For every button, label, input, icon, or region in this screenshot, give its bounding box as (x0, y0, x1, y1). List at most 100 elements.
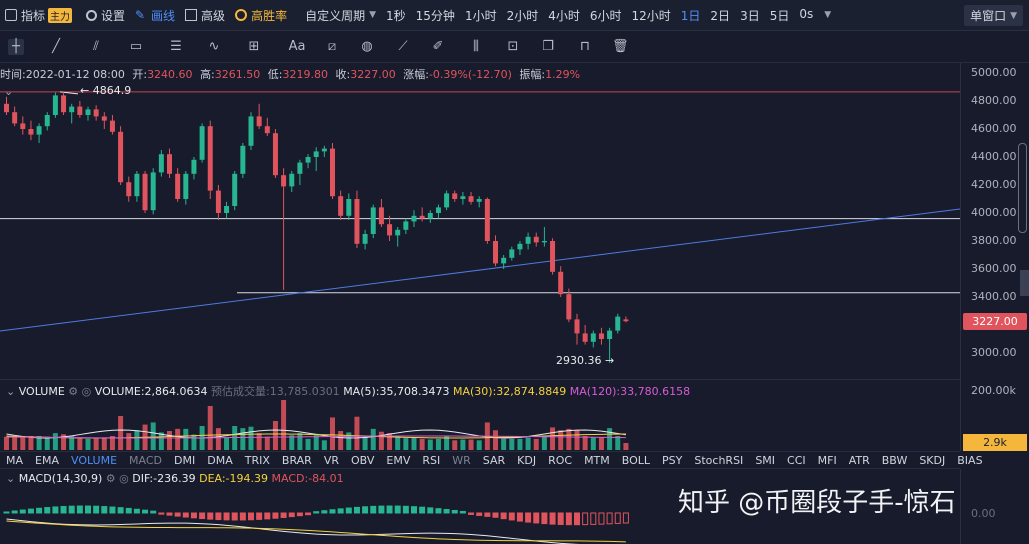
candle-body-10 (85, 109, 91, 115)
volume-pane[interactable]: ⌄ VOLUME ⚙ ◎ VOLUME:2,864.0634 预估成交量:13,… (0, 379, 960, 451)
volume-tag: 2.9k (963, 434, 1027, 451)
rectangle-icon[interactable]: ▭ (129, 39, 143, 54)
indicator-tab-dma[interactable]: DMA (207, 453, 233, 467)
collapse-side-icon[interactable] (1020, 270, 1029, 296)
macd-bar-39 (321, 510, 328, 514)
wave-icon[interactable]: ∿ (208, 39, 220, 54)
macd-hide-icon[interactable]: ◎ (119, 472, 133, 485)
period-3[interactable]: 2小时 (506, 8, 539, 23)
trash-icon[interactable]: 🗑 (612, 39, 629, 54)
drawing-toolbar: ┼ ╱ ⫽ ▭ ☰ ∿ ⊞ Aa ⧄ ◍ ⟋ ✐ ⫼ ⊡ ❐ ⊓ 🗑 (0, 31, 1029, 63)
macd-axis[interactable]: 0.00 (960, 469, 1029, 544)
candlestick-chart[interactable] (0, 81, 960, 379)
macd-settings-icon[interactable]: ⚙ (105, 472, 120, 485)
indicator-tab-trix[interactable]: TRIX (244, 453, 270, 467)
indicators-button[interactable]: 指标 主力 (0, 0, 77, 31)
period-8[interactable]: 2日 (710, 8, 731, 23)
candle-body-56 (460, 196, 466, 199)
candle-body-13 (109, 120, 115, 132)
indicator-tab-obv[interactable]: OBV (351, 453, 375, 467)
indicator-tab-boll[interactable]: BOLL (621, 453, 651, 467)
candle-body-19 (158, 154, 164, 173)
indicator-tab-rsi[interactable]: RSI (422, 453, 441, 467)
indicator-tab-macd[interactable]: MACD (129, 453, 163, 467)
price-axis[interactable]: 5000.00 4800.00 4600.00 4400.00 4200.00 4000.… (960, 63, 1029, 381)
indicator-tab-mfi[interactable]: MFI (817, 453, 837, 467)
indicator-tab-mtm[interactable]: MTM (584, 453, 610, 467)
winrate-button[interactable]: 高胜率 (230, 0, 292, 31)
volume-chart[interactable] (0, 380, 960, 451)
custom-period-dropdown[interactable]: 自定义周期 ▼ (300, 0, 381, 31)
indicator-tab-bbw[interactable]: BBW (881, 453, 908, 467)
macd-collapse-icon[interactable]: ⌄ (6, 472, 19, 485)
horizontal-lines-icon[interactable]: ☰ (170, 39, 182, 54)
period-11[interactable]: 0s (799, 6, 814, 21)
advanced-button[interactable]: 高级 (180, 0, 230, 31)
volume-axis[interactable]: 200.00k 2.9k (960, 381, 1029, 451)
crosshair-icon[interactable]: ┼ (8, 39, 24, 55)
period-more[interactable]: ▼ (818, 0, 833, 31)
period-4[interactable]: 4小时 (548, 8, 580, 23)
lock-icon[interactable]: ⊡ (507, 39, 519, 54)
period-9[interactable]: 3日 (740, 8, 760, 23)
brush-icon[interactable]: ✐ (432, 39, 444, 54)
parallel-channel-icon[interactable]: ⫽ (93, 39, 99, 54)
indicator-tab-ema[interactable]: EMA (35, 453, 59, 467)
magnet-icon[interactable]: ⊓ (579, 39, 591, 54)
last-price-tag: 3227.00 (963, 313, 1027, 330)
candle-icon[interactable]: ⫼ (473, 39, 479, 54)
window-mode-dropdown[interactable]: 单窗口 ▼ (964, 5, 1023, 26)
settings-button[interactable]: 设置 (81, 0, 130, 31)
price-scale-handle[interactable] (1018, 143, 1027, 233)
ruler-icon[interactable]: ⟋ (398, 39, 408, 54)
measure-icon[interactable]: ⊞ (248, 39, 260, 54)
indicator-tab-kdj[interactable]: KDJ (517, 453, 537, 467)
volume-bar-74 (607, 428, 613, 450)
fib-circle-icon[interactable]: ◍ (361, 39, 373, 54)
draw-button[interactable]: ✎ 画线 (130, 0, 180, 31)
collapse-icon[interactable]: ⌄ (4, 85, 14, 98)
settings-label: 设置 (101, 8, 126, 23)
indicator-tab-smi[interactable]: SMI (755, 453, 776, 467)
indicator-tab-bias[interactable]: BIAS (957, 453, 983, 467)
target-icon (235, 9, 248, 21)
indicator-tab-sar[interactable]: SAR (482, 453, 506, 467)
candlestick-pane[interactable]: ← 4864.9 ⌄ 2930.36 → (0, 81, 960, 379)
indicator-tab-dmi[interactable]: DMI (174, 453, 196, 467)
indicator-tab-wr[interactable]: WR (452, 453, 471, 467)
indicator-tab-psy[interactable]: PSY (662, 453, 683, 467)
indicators-label: 指标 (21, 8, 46, 23)
indicator-tab-stochrsi[interactable]: StochRSI (694, 453, 744, 467)
indicator-tab-volume[interactable]: VOLUME (70, 453, 118, 467)
indicator-tab-ma[interactable]: MA (6, 453, 24, 467)
close-label: 收: (335, 68, 351, 81)
indicator-tab-brar[interactable]: BRAR (281, 453, 312, 467)
period-10[interactable]: 5日 (769, 8, 790, 23)
macd-bar-49 (402, 505, 409, 514)
indicator-tab-atr[interactable]: ATR (848, 453, 870, 467)
period-6[interactable]: 12小时 (631, 8, 671, 23)
copy-icon[interactable]: ❐ (542, 39, 554, 54)
period-1[interactable]: 15分钟 (415, 8, 455, 23)
volume-collapse-icon[interactable]: ⌄ (6, 385, 19, 398)
line-icon[interactable]: ╱ (52, 39, 60, 54)
text-icon[interactable]: Aa (288, 39, 306, 54)
indicator-tab-vr[interactable]: VR (323, 453, 339, 467)
macd-pane[interactable]: ⌄ MACD(14,30,9) ⚙ ◎ DIF:-236.39 DEA:-194… (0, 469, 960, 544)
macd-chart[interactable] (0, 469, 960, 544)
period-0[interactable]: 1秒 (386, 8, 406, 23)
indicator-tab-emv[interactable]: EMV (386, 453, 411, 467)
candle-body-44 (362, 234, 368, 244)
period-7[interactable]: 1日 (680, 8, 701, 23)
volume-settings-icon[interactable]: ⚙ (68, 385, 82, 398)
candle-body-59 (484, 199, 490, 241)
volume-hide-icon[interactable]: ◎ (81, 385, 95, 398)
indicator-tab-cci[interactable]: CCI (787, 453, 806, 467)
period-5[interactable]: 6小时 (589, 8, 622, 23)
candle-body-39 (321, 148, 327, 152)
macd-bar-35 (288, 512, 295, 518)
period-2[interactable]: 1小时 (464, 8, 497, 23)
indicator-tab-roc[interactable]: ROC (548, 453, 573, 467)
fib-icon[interactable]: ⧄ (327, 39, 337, 54)
indicator-tab-skdj[interactable]: SKDJ (919, 453, 946, 467)
